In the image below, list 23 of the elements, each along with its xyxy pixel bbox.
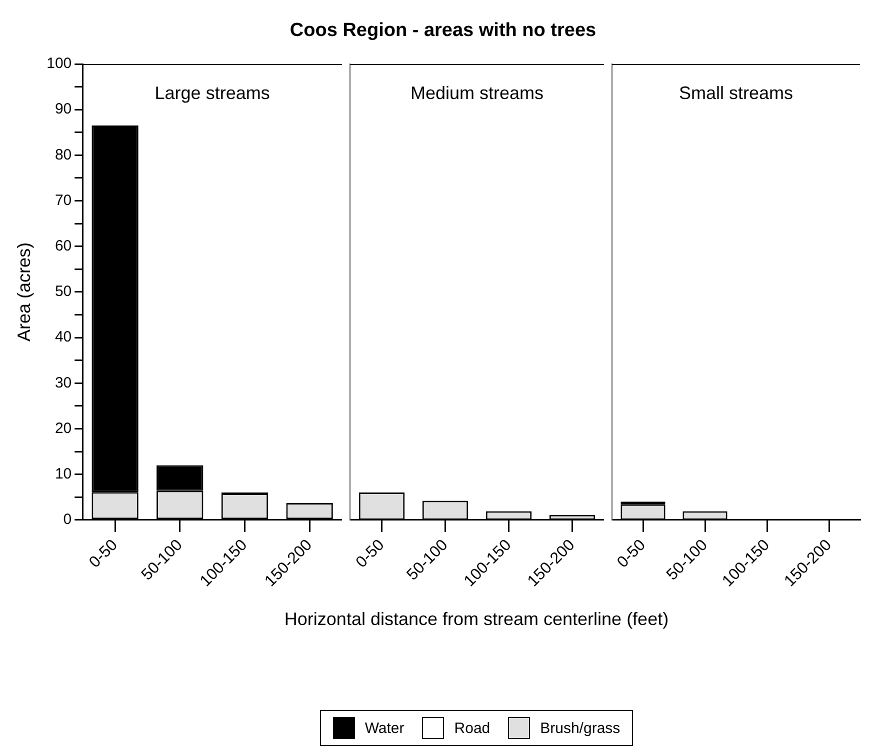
legend-label: Road — [454, 720, 490, 736]
y-tick-label: 40 — [54, 328, 72, 346]
x-tick-label: 0-50 — [86, 536, 122, 572]
y-tick-label: 20 — [54, 420, 72, 437]
y-tick-label: 10 — [54, 465, 72, 482]
y-tick-label: 60 — [54, 238, 72, 254]
y-tick-label: 70 — [54, 192, 72, 209]
legend-label: Brush/grass — [540, 720, 620, 736]
y-tick-label: 90 — [54, 100, 72, 118]
y-tick-label: 30 — [54, 374, 72, 392]
y-tick-label: 80 — [54, 146, 72, 164]
y-tick-label: 100 — [46, 55, 72, 72]
annotation: Medium streams — [410, 82, 544, 103]
y-tick-label: 0 — [63, 511, 72, 528]
y-tick-label: 50 — [54, 283, 72, 300]
x-tick-label: 0-50 — [614, 536, 650, 572]
annotation: Large streams — [154, 82, 270, 103]
chart-title: Coos Region - areas with no trees — [290, 20, 596, 42]
x-tick-label: 0-50 — [353, 536, 388, 572]
y-axis-title: Area (acres) — [14, 242, 34, 342]
annotation: Small streams — [678, 82, 794, 103]
x-axis-title: Horizontal distance from stream centerline (feet) — [283, 609, 670, 630]
legend-label: Water — [364, 720, 404, 736]
